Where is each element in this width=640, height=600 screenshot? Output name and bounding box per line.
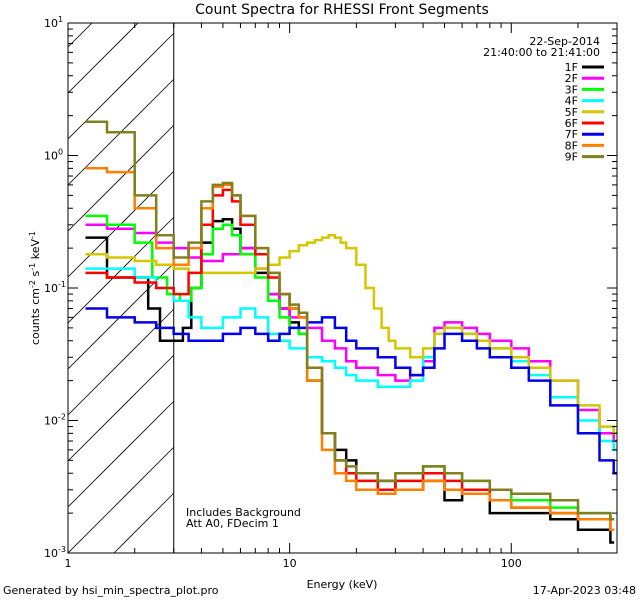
series-line-9F: [85, 120, 615, 521]
legend-label-6F: 6F: [565, 117, 578, 130]
axes-group: 1 10 100 10-3 10-2 10-1 100 101: [44, 15, 618, 570]
legend-label-4F: 4F: [565, 95, 578, 108]
y-axis-label: counts cm-2 s-1 keV-1: [28, 231, 42, 345]
series-line-6F: [85, 188, 615, 531]
y-tick-label: 10-3: [44, 545, 66, 560]
hatch-line: [68, 32, 175, 140]
legend-label-9F: 9F: [565, 151, 578, 164]
date-label: 22-Sep-2014: [529, 35, 600, 48]
x-tick-label: 10: [283, 557, 297, 570]
series-line-7F: [85, 307, 617, 475]
x-tick-label: 1: [65, 557, 72, 570]
hatch-line: [68, 354, 175, 462]
x-tick-label: 100: [501, 557, 522, 570]
series-line-2F: [85, 223, 617, 443]
annotation-line-2: Att A0, FDecim 1: [186, 517, 279, 530]
y-tick-label: 101: [44, 15, 63, 30]
footer-generated-by: Generated by hsi_min_spectra_plot.pro: [3, 584, 219, 597]
hatch-line: [113, 492, 175, 553]
date-text: 22-Sep-2014: [529, 35, 600, 48]
time-range-label: 21:40:00 to 21:41:00: [483, 46, 600, 59]
y-axis-label-sup3: -1: [28, 231, 37, 239]
hatched-region: [68, 0, 175, 553]
series-line-8F: [85, 167, 615, 531]
hatch-line: [68, 262, 175, 370]
hatch-line: [68, 400, 175, 508]
y-tick-label: 100: [44, 148, 63, 163]
legend-label-1F: 1F: [565, 61, 578, 74]
y-tick-label: 10-2: [44, 413, 66, 428]
hatch-line: [68, 308, 175, 416]
hatch-line: [68, 124, 175, 232]
series-group: [85, 120, 617, 544]
y-axis-label-sup2: -1: [28, 263, 37, 271]
footer-timestamp: 17-Apr-2023 03:48: [533, 584, 636, 597]
hatch-line: [68, 446, 175, 553]
legend-label-2F: 2F: [565, 72, 578, 85]
y-axis-label-sup1: -2: [28, 280, 37, 288]
hatch-line: [68, 216, 175, 324]
chart-title: Count Spectra for RHESSI Front Segments: [195, 2, 489, 18]
hatch-line: [68, 23, 93, 48]
y-axis-label-mid1: s: [29, 270, 42, 279]
y-axis-label-base: counts cm: [29, 288, 42, 345]
annotation-line-1: Includes Background: [186, 506, 301, 519]
hatch-line: [68, 23, 139, 94]
series-line-5F: [85, 234, 617, 435]
y-tick-label: 10-1: [44, 280, 66, 295]
hatch-line: [68, 0, 174, 1]
legend-label-7F: 7F: [565, 128, 578, 141]
x-axis-label: Energy (keV): [307, 578, 378, 591]
legend-label-8F: 8F: [565, 139, 578, 152]
legend-label-3F: 3F: [565, 83, 578, 96]
legend-label-5F: 5F: [565, 106, 578, 119]
y-axis-label-mid2: keV: [29, 239, 42, 263]
series-line-4F: [85, 267, 617, 452]
